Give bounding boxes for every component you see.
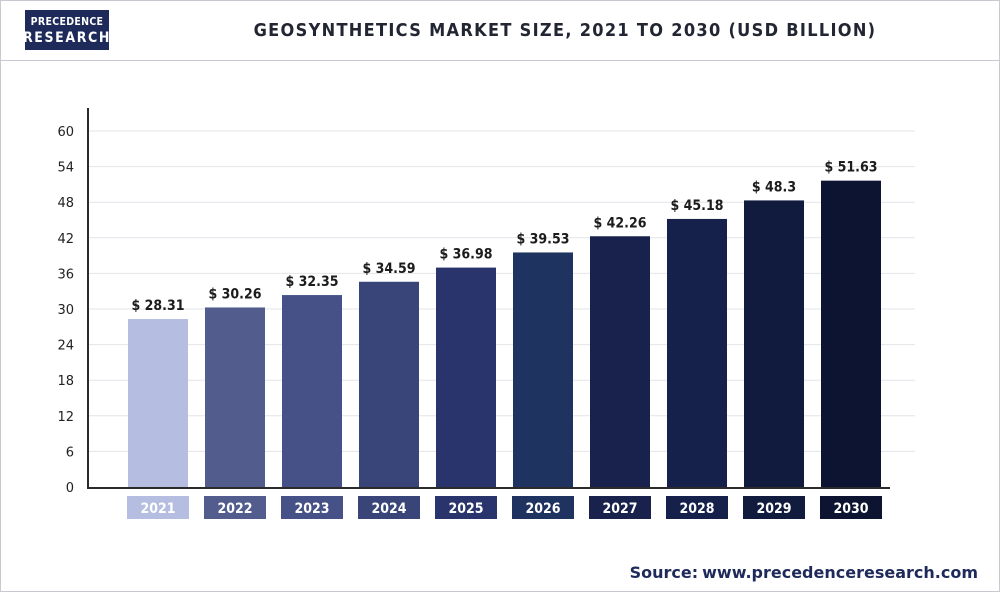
- x-tick-label-2028: 2028: [679, 501, 714, 517]
- y-tick-label: 18: [57, 374, 74, 389]
- x-tick-label-2023: 2023: [294, 501, 329, 517]
- data-label-2025: $ 36.98: [440, 247, 493, 263]
- x-tick-label-2022: 2022: [217, 501, 252, 517]
- data-label-2024: $ 34.59: [363, 261, 416, 277]
- y-tick-label: 42: [57, 232, 74, 247]
- x-tick-label-2021: 2021: [140, 501, 175, 517]
- x-tick-label-2026: 2026: [525, 501, 560, 517]
- chart-title: GEOSYNTHETICS MARKET SIZE, 2021 TO 2030 …: [253, 20, 877, 41]
- bar-2029: [744, 200, 804, 488]
- category-box-2027: [589, 496, 651, 519]
- x-tick-label-2027: 2027: [602, 501, 637, 517]
- category-box-2022: [204, 496, 266, 519]
- bar-2027: [590, 236, 650, 487]
- source-url: www.precedenceresearch.com: [702, 563, 978, 582]
- data-label-2023: $ 32.35: [286, 274, 339, 290]
- y-tick-label: 30: [57, 303, 74, 318]
- y-tick-label: 0: [66, 481, 74, 496]
- x-tick-label-2025: 2025: [448, 501, 483, 517]
- bar-2025: [436, 267, 496, 487]
- bar-2022: [205, 307, 265, 487]
- x-tick-label-2029: 2029: [756, 501, 791, 517]
- source-label: Source:: [629, 563, 699, 582]
- y-tick-label: 54: [57, 161, 74, 176]
- y-tick-label: 60: [57, 125, 74, 140]
- y-tick-label: 12: [57, 410, 74, 425]
- category-box-2021: [127, 496, 189, 519]
- y-tick-label: 6: [66, 445, 74, 460]
- header: PRECEDENCE RESEARCH GEOSYNTHETICS MARKET…: [0, 0, 1000, 61]
- data-label-2022: $ 30.26: [209, 286, 262, 302]
- bar-2030: [821, 180, 881, 488]
- data-label-2026: $ 39.53: [517, 231, 570, 247]
- category-box-2026: [512, 496, 574, 519]
- category-box-2029: [743, 496, 805, 519]
- data-label-2029: $ 48.3: [752, 179, 796, 195]
- y-tick-label: 36: [57, 267, 74, 282]
- x-tick-label-2024: 2024: [371, 501, 406, 517]
- data-label-2030: $ 51.63: [825, 160, 878, 176]
- bar-2021: [128, 319, 188, 487]
- data-label-2021: $ 28.31: [132, 298, 185, 314]
- category-box-2028: [666, 496, 728, 519]
- x-tick-label-2030: 2030: [833, 501, 868, 517]
- bar-2028: [667, 218, 727, 487]
- data-label-2028: $ 45.18: [671, 198, 724, 214]
- precedence-research-logo: PRECEDENCE RESEARCH: [22, 10, 112, 50]
- logo-line-1: PRECEDENCE: [30, 16, 104, 28]
- bar-2026: [513, 252, 573, 487]
- logo-line-2: RESEARCH: [22, 30, 112, 46]
- data-label-2027: $ 42.26: [594, 215, 647, 231]
- y-tick-label: 48: [57, 196, 74, 211]
- y-tick-label: 24: [57, 339, 74, 354]
- bar-2023: [282, 295, 342, 487]
- source-note: Source: www.precedenceresearch.com: [630, 563, 978, 582]
- bar-2024: [359, 281, 419, 487]
- category-box-2025: [435, 496, 497, 519]
- category-box-2024: [358, 496, 420, 519]
- category-box-2023: [281, 496, 343, 519]
- category-box-2030: [820, 496, 882, 519]
